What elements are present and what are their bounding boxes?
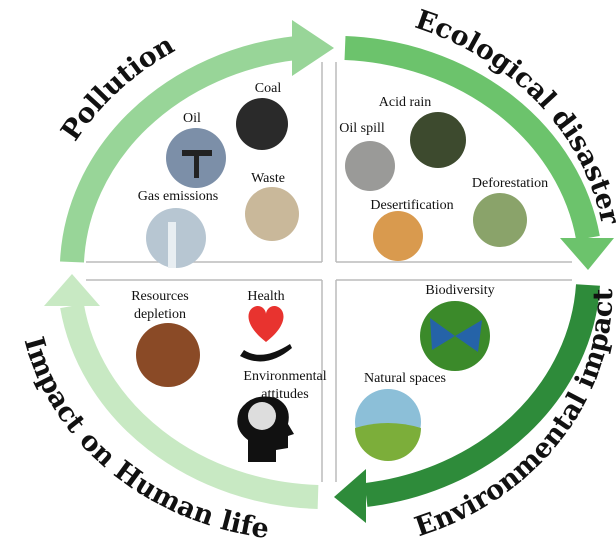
item-label: Natural spaces bbox=[364, 371, 446, 386]
item-label: Gas emissions bbox=[138, 189, 219, 204]
arrow-head bbox=[292, 20, 334, 76]
item-label: attitudes bbox=[261, 387, 308, 402]
arrow-head bbox=[44, 274, 100, 306]
item-label: Waste bbox=[251, 171, 285, 186]
arrow-human bbox=[60, 303, 319, 509]
item-label: Oil spill bbox=[339, 121, 385, 136]
pictures bbox=[136, 98, 527, 462]
chimney bbox=[168, 222, 176, 268]
item-label: Environmental bbox=[243, 369, 326, 384]
item-label: Health bbox=[247, 289, 284, 304]
heart-icon bbox=[248, 306, 284, 342]
desertification-picture bbox=[373, 211, 423, 261]
oil-pump bbox=[194, 156, 199, 178]
arrow-ecological bbox=[344, 36, 600, 241]
item-label: Coal bbox=[255, 81, 282, 96]
waste-picture bbox=[245, 187, 299, 241]
cycle-arrows bbox=[60, 36, 600, 509]
deforestation-picture bbox=[473, 193, 527, 247]
arrow-environmental bbox=[364, 284, 600, 507]
oil-pump bbox=[182, 150, 212, 156]
item-label: Desertification bbox=[370, 198, 453, 213]
item-label: Biodiversity bbox=[425, 283, 494, 298]
acid-rain-picture bbox=[410, 112, 466, 168]
meadow bbox=[355, 423, 421, 461]
arrow-head bbox=[560, 238, 614, 270]
quadrant-borders bbox=[86, 62, 572, 482]
coal-picture bbox=[236, 98, 288, 150]
resources-picture bbox=[136, 323, 200, 387]
item-label: Resources bbox=[131, 289, 189, 304]
item-label: Deforestation bbox=[472, 176, 548, 191]
butterfly bbox=[430, 318, 482, 352]
arrow-pollution bbox=[60, 36, 298, 263]
brain-icon bbox=[248, 402, 276, 430]
item-label: Acid rain bbox=[379, 95, 431, 110]
arrow-head bbox=[334, 469, 366, 523]
oil-spill-picture bbox=[345, 141, 395, 191]
item-label: depletion bbox=[134, 307, 186, 322]
hand-icon bbox=[240, 344, 292, 362]
item-label: Oil bbox=[183, 111, 201, 126]
